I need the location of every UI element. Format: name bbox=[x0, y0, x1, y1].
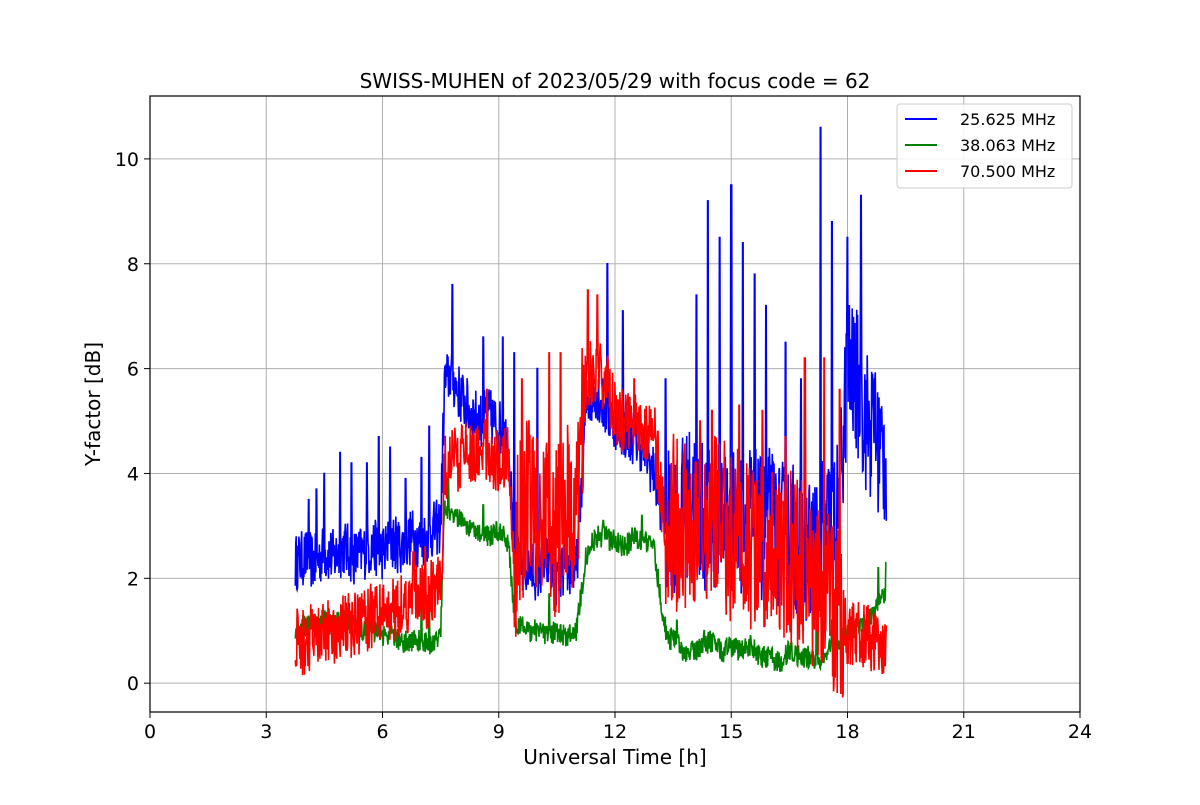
legend-label-38063: 38.063 MHz bbox=[960, 136, 1055, 155]
data-series bbox=[294, 126, 888, 698]
y-tick-label: 2 bbox=[127, 568, 139, 590]
x-tick-label: 24 bbox=[1068, 721, 1092, 743]
x-tick-label: 12 bbox=[603, 721, 627, 743]
x-tick-label: 0 bbox=[144, 721, 156, 743]
y-tick-label: 10 bbox=[115, 149, 139, 171]
x-tick-label: 9 bbox=[493, 721, 505, 743]
x-tick-label: 6 bbox=[376, 721, 388, 743]
legend-label-25625: 25.625 MHz bbox=[960, 110, 1055, 129]
x-tick-label: 15 bbox=[719, 721, 743, 743]
x-axis-label: Universal Time [h] bbox=[523, 745, 706, 769]
y-axis-label: Y-factor [dB] bbox=[81, 342, 105, 467]
y-tick-label: 6 bbox=[127, 359, 139, 381]
y-tick-label: 8 bbox=[127, 254, 139, 276]
x-tick-label: 21 bbox=[952, 721, 976, 743]
series-line-70500 bbox=[294, 289, 888, 698]
y-tick-label: 0 bbox=[127, 673, 139, 695]
legend-label-70500: 70.500 MHz bbox=[960, 162, 1055, 181]
series-line-38063 bbox=[294, 477, 887, 672]
y-tick-label: 4 bbox=[127, 463, 139, 485]
x-tick-label: 18 bbox=[835, 721, 859, 743]
x-tick-label: 3 bbox=[260, 721, 272, 743]
legend-box bbox=[896, 103, 1073, 189]
legend: 25.625 MHz 38.063 MHz 70.500 MHz bbox=[896, 103, 1073, 189]
chart-title: SWISS-MUHEN of 2023/05/29 with focus cod… bbox=[360, 69, 871, 93]
